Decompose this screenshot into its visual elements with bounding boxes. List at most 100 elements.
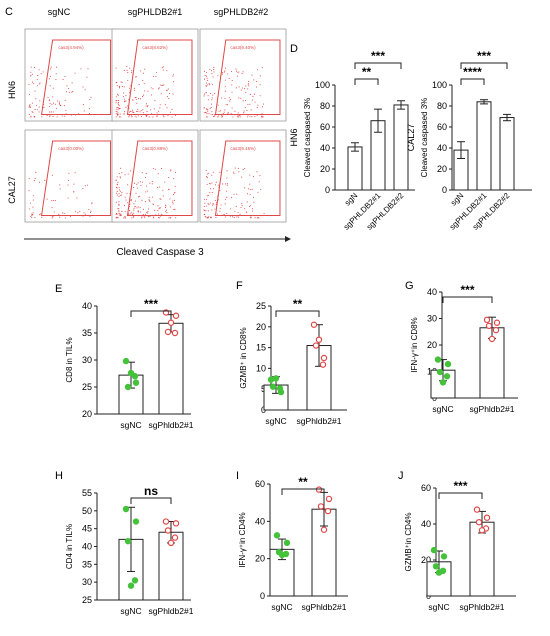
flow-event-dot xyxy=(254,217,256,219)
flow-event-dot xyxy=(213,203,215,205)
flow-event-dot xyxy=(123,113,125,115)
flow-event-dot xyxy=(82,187,84,190)
flow-event-dot xyxy=(156,115,158,117)
flow-gate-label: cas3(4.94%) xyxy=(58,45,84,50)
flow-event-dot xyxy=(246,116,248,118)
flow-event-dot xyxy=(251,208,253,210)
flow-event-dot xyxy=(241,176,243,178)
flow-event-dot xyxy=(146,190,148,192)
flow-event-dot xyxy=(239,116,241,118)
flow-event-dot xyxy=(257,191,259,193)
x-tick-label: sgPhldb2#1 xyxy=(149,420,194,430)
flow-event-dot xyxy=(137,182,139,184)
flow-event-dot xyxy=(240,97,242,99)
flow-event-dot xyxy=(126,65,128,68)
flow-event-dot xyxy=(248,85,250,87)
flow-plot-frame xyxy=(111,28,199,122)
flow-gate xyxy=(214,140,281,217)
flow-event-dot xyxy=(224,70,226,72)
flow-event-dot xyxy=(38,106,40,108)
flow-event-dot xyxy=(224,183,227,185)
bar xyxy=(469,521,495,597)
flow-col-label-sgnc: sgNC xyxy=(48,7,71,17)
flow-event-dot xyxy=(222,183,224,185)
flow-event-dot xyxy=(253,93,255,95)
flow-plot-frame xyxy=(24,28,118,122)
flow-event-dot xyxy=(212,76,214,78)
flow-event-dot xyxy=(31,73,33,75)
data-point xyxy=(312,342,320,349)
flow-event-dot xyxy=(129,192,131,194)
flow-gate xyxy=(214,39,281,116)
flow-event-dot xyxy=(126,192,128,194)
flow-event-dot xyxy=(164,206,167,209)
flow-event-dot xyxy=(244,208,246,210)
flow-event-dot xyxy=(66,85,68,87)
y-tick-label: 0 xyxy=(260,591,265,601)
flow-event-dot xyxy=(214,199,216,202)
flow-event-dot xyxy=(145,176,147,179)
flow-event-dot xyxy=(159,107,161,109)
flow-event-dot xyxy=(172,201,174,203)
flow-event-dot xyxy=(215,202,218,204)
flow-event-dot xyxy=(237,115,239,117)
y-tick-label: 25 xyxy=(256,301,266,311)
x-tick-label: sgN xyxy=(343,191,360,208)
flow-event-dot xyxy=(119,213,121,215)
flow-event-dot xyxy=(143,217,146,219)
flow-event-dot xyxy=(261,67,263,69)
flow-event-dot xyxy=(251,210,254,212)
flow-event-dot xyxy=(248,80,250,83)
y-tick-label: 20 xyxy=(82,409,92,419)
flow-event-dot xyxy=(134,89,136,91)
flow-event-dot xyxy=(48,78,50,80)
flow-event-dot xyxy=(209,92,212,94)
flow-event-dot xyxy=(226,177,228,179)
y-tick-label: 100 xyxy=(432,80,447,90)
flow-event-dot xyxy=(226,196,228,198)
flow-event-dot xyxy=(229,100,231,102)
flow-event-dot xyxy=(246,201,248,203)
flow-event-dot xyxy=(124,196,126,198)
flow-event-dot xyxy=(173,208,175,211)
flow-event-dot xyxy=(140,184,142,187)
y-tick-label: 100 xyxy=(315,80,330,90)
flow-event-dot xyxy=(115,67,117,69)
flow-event-dot xyxy=(145,115,148,117)
flow-event-dot xyxy=(117,104,120,106)
flow-event-dot xyxy=(83,212,85,214)
flow-event-dot xyxy=(153,217,155,219)
significance-bracket xyxy=(275,310,320,317)
flow-event-dot xyxy=(32,111,34,113)
flow-event-dot xyxy=(145,172,147,175)
flow-event-dot xyxy=(39,100,41,102)
flow-event-dot xyxy=(52,199,54,202)
significance-label: ns xyxy=(144,484,158,498)
flow-event-dot xyxy=(115,212,118,214)
y-tick-label: 55 xyxy=(82,488,92,498)
flow-event-dot xyxy=(244,168,246,170)
x-tick-label: sgNC xyxy=(265,416,286,426)
flow-event-dot xyxy=(49,85,51,87)
flow-gate xyxy=(40,39,112,116)
flow-event-dot xyxy=(135,205,137,207)
flow-event-dot xyxy=(115,108,117,110)
flow-event-dot xyxy=(32,206,34,208)
flow-event-dot xyxy=(249,188,251,191)
flow-event-dot xyxy=(157,173,159,175)
flow-event-dot xyxy=(82,215,84,217)
bar xyxy=(347,146,363,191)
flow-event-dot xyxy=(259,84,261,86)
flow-event-dot xyxy=(221,116,223,118)
flow-event-dot xyxy=(214,113,216,115)
flow-event-dot xyxy=(76,197,78,199)
panel-letter-f: F xyxy=(236,280,243,292)
flow-event-dot xyxy=(132,109,134,111)
flow-event-dot xyxy=(138,83,140,86)
flow-event-dot xyxy=(259,95,261,97)
flow-event-dot xyxy=(59,104,61,107)
flow-event-dot xyxy=(249,205,251,207)
flow-event-dot xyxy=(207,95,209,97)
flow-event-dot xyxy=(261,115,263,117)
